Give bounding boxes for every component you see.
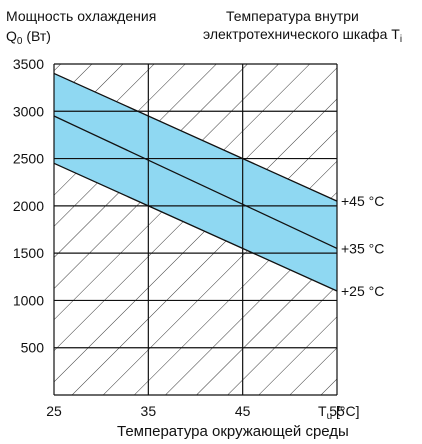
y-tick-2000: 2000 [13,198,44,214]
series-line-2 [53,115,338,250]
series-group-title-sub: i [399,34,403,45]
series-group-title-line1: Температура внутри [226,8,359,24]
y-tick-3500: 3500 [13,56,44,72]
series-line-3 [53,72,338,202]
x-axis-unit-text: [°C] [332,403,360,419]
y-tick-3000: 3000 [13,103,44,119]
series-line-1 [53,162,338,292]
x-axis-unit: Tu [°C] [318,403,360,422]
y-axis-unit: (Вт) [22,28,51,44]
x-tick-55: 55 [329,403,345,419]
series-label-2: +35 °C [341,240,384,256]
series-label-1: +25 °C [341,283,384,299]
y-tick-1000: 1000 [13,292,44,308]
x-tick-25: 25 [46,403,62,419]
series-group-title-text: электротехнического шкафа T [203,26,400,42]
y-tick-2500: 2500 [13,151,44,167]
x-tick-45: 45 [235,403,251,419]
x-axis-symbol-sub: u [326,411,333,422]
y-tick-1500: 1500 [13,245,44,261]
series-group-title-line2: электротехнического шкафа Ti [203,26,402,45]
y-axis-quantity: Q0 (Вт) [6,28,51,47]
y-tick-500: 500 [21,340,45,356]
x-axis-symbol: T [318,403,327,419]
y-axis-symbol: Q [6,28,17,44]
x-axis-title: Температура окружающей среды [117,423,349,440]
y-axis-symbol-sub: 0 [16,36,23,47]
x-tick-35: 35 [141,403,157,419]
series-label-3: +45 °C [341,193,384,209]
y-axis-title: Мощность охлаждения [6,8,157,24]
